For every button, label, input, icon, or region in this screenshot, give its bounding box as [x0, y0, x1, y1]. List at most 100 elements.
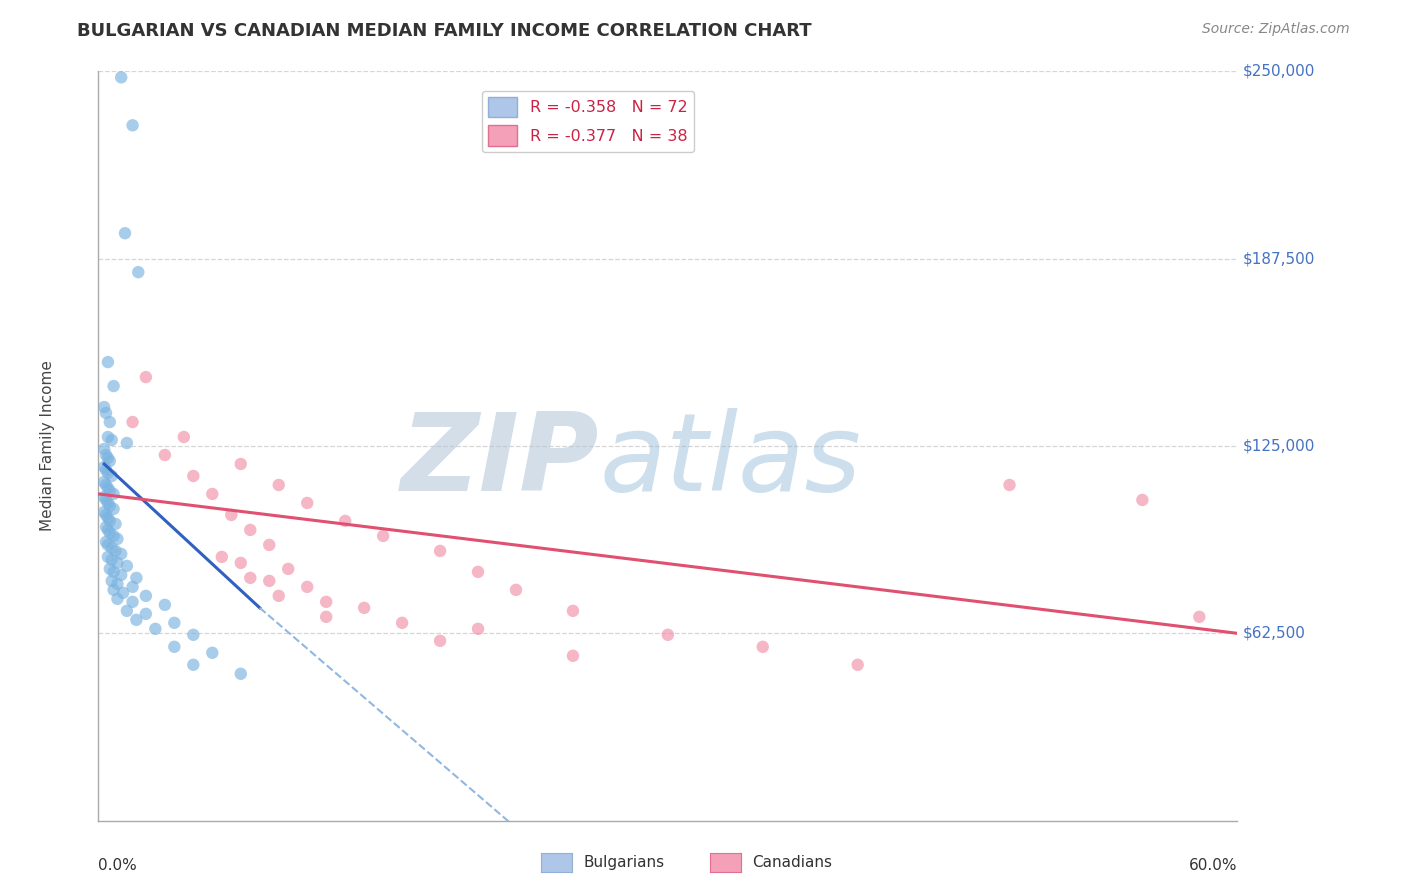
Point — [104, 544, 127, 558]
Point — [125, 613, 148, 627]
Point — [127, 265, 149, 279]
Text: atlas: atlas — [599, 409, 862, 514]
Point — [94, 406, 117, 420]
Point — [267, 589, 290, 603]
Point — [107, 556, 129, 570]
Point — [239, 571, 262, 585]
Point — [297, 580, 319, 594]
Point — [94, 508, 117, 522]
Point — [98, 483, 121, 498]
Point — [335, 514, 357, 528]
Point — [183, 628, 205, 642]
Point — [93, 505, 115, 519]
Point — [657, 628, 679, 642]
Text: $250,000: $250,000 — [1243, 64, 1316, 78]
Point — [467, 565, 489, 579]
Point — [153, 598, 176, 612]
Point — [100, 469, 122, 483]
Point — [1132, 492, 1154, 507]
Point — [135, 607, 157, 621]
Point — [391, 615, 413, 630]
Point — [505, 582, 527, 597]
Point — [229, 556, 252, 570]
Point — [97, 466, 120, 480]
Point — [1188, 610, 1211, 624]
Point — [100, 553, 122, 567]
Point — [121, 118, 143, 132]
Point — [97, 496, 120, 510]
Point — [97, 481, 120, 495]
Point — [98, 514, 121, 528]
Point — [97, 430, 120, 444]
Text: $125,000: $125,000 — [1243, 439, 1316, 453]
Point — [110, 567, 132, 582]
Point — [98, 499, 121, 513]
Point — [97, 511, 120, 525]
Point — [103, 502, 125, 516]
Point — [121, 580, 143, 594]
Point — [98, 562, 121, 576]
Point — [752, 640, 775, 654]
Text: Source: ZipAtlas.com: Source: ZipAtlas.com — [1202, 22, 1350, 37]
Point — [121, 595, 143, 609]
Point — [121, 415, 143, 429]
Point — [562, 648, 585, 663]
Point — [211, 549, 233, 564]
Point — [103, 487, 125, 501]
Point — [998, 478, 1021, 492]
Point — [114, 226, 136, 240]
Text: Median Family Income: Median Family Income — [39, 360, 55, 532]
Point — [97, 450, 120, 465]
Point — [94, 478, 117, 492]
Point — [259, 574, 281, 588]
Point — [93, 460, 115, 475]
Point — [183, 657, 205, 672]
Point — [467, 622, 489, 636]
Point — [221, 508, 243, 522]
Point — [115, 558, 138, 573]
Text: 0.0%: 0.0% — [98, 858, 138, 873]
Point — [315, 610, 337, 624]
Point — [100, 541, 122, 555]
Point — [429, 544, 451, 558]
Point — [97, 538, 120, 552]
Legend: R = -0.358   N = 72, R = -0.377   N = 38: R = -0.358 N = 72, R = -0.377 N = 38 — [482, 91, 695, 153]
Point — [103, 529, 125, 543]
Point — [239, 523, 262, 537]
Point — [163, 615, 186, 630]
Text: 60.0%: 60.0% — [1189, 858, 1237, 873]
Point — [259, 538, 281, 552]
Point — [267, 478, 290, 492]
Text: Bulgarians: Bulgarians — [583, 855, 665, 870]
Text: $62,500: $62,500 — [1243, 626, 1306, 640]
Point — [153, 448, 176, 462]
Point — [93, 475, 115, 489]
Point — [183, 469, 205, 483]
Text: BULGARIAN VS CANADIAN MEDIAN FAMILY INCOME CORRELATION CHART: BULGARIAN VS CANADIAN MEDIAN FAMILY INCO… — [77, 22, 811, 40]
Point — [201, 646, 224, 660]
Point — [277, 562, 299, 576]
Point — [112, 586, 135, 600]
Point — [163, 640, 186, 654]
Point — [201, 487, 224, 501]
Point — [100, 574, 122, 588]
Point — [315, 595, 337, 609]
Point — [94, 463, 117, 477]
Point — [103, 565, 125, 579]
Point — [125, 571, 148, 585]
Point — [145, 622, 167, 636]
Point — [229, 666, 252, 681]
Point — [115, 604, 138, 618]
Point — [107, 532, 129, 546]
Point — [115, 436, 138, 450]
Point — [94, 492, 117, 507]
Point — [97, 549, 120, 564]
Point — [93, 490, 115, 504]
Point — [110, 547, 132, 561]
Point — [98, 415, 121, 429]
Point — [846, 657, 869, 672]
Point — [93, 442, 115, 456]
Point — [97, 355, 120, 369]
Point — [107, 591, 129, 606]
Point — [353, 600, 375, 615]
